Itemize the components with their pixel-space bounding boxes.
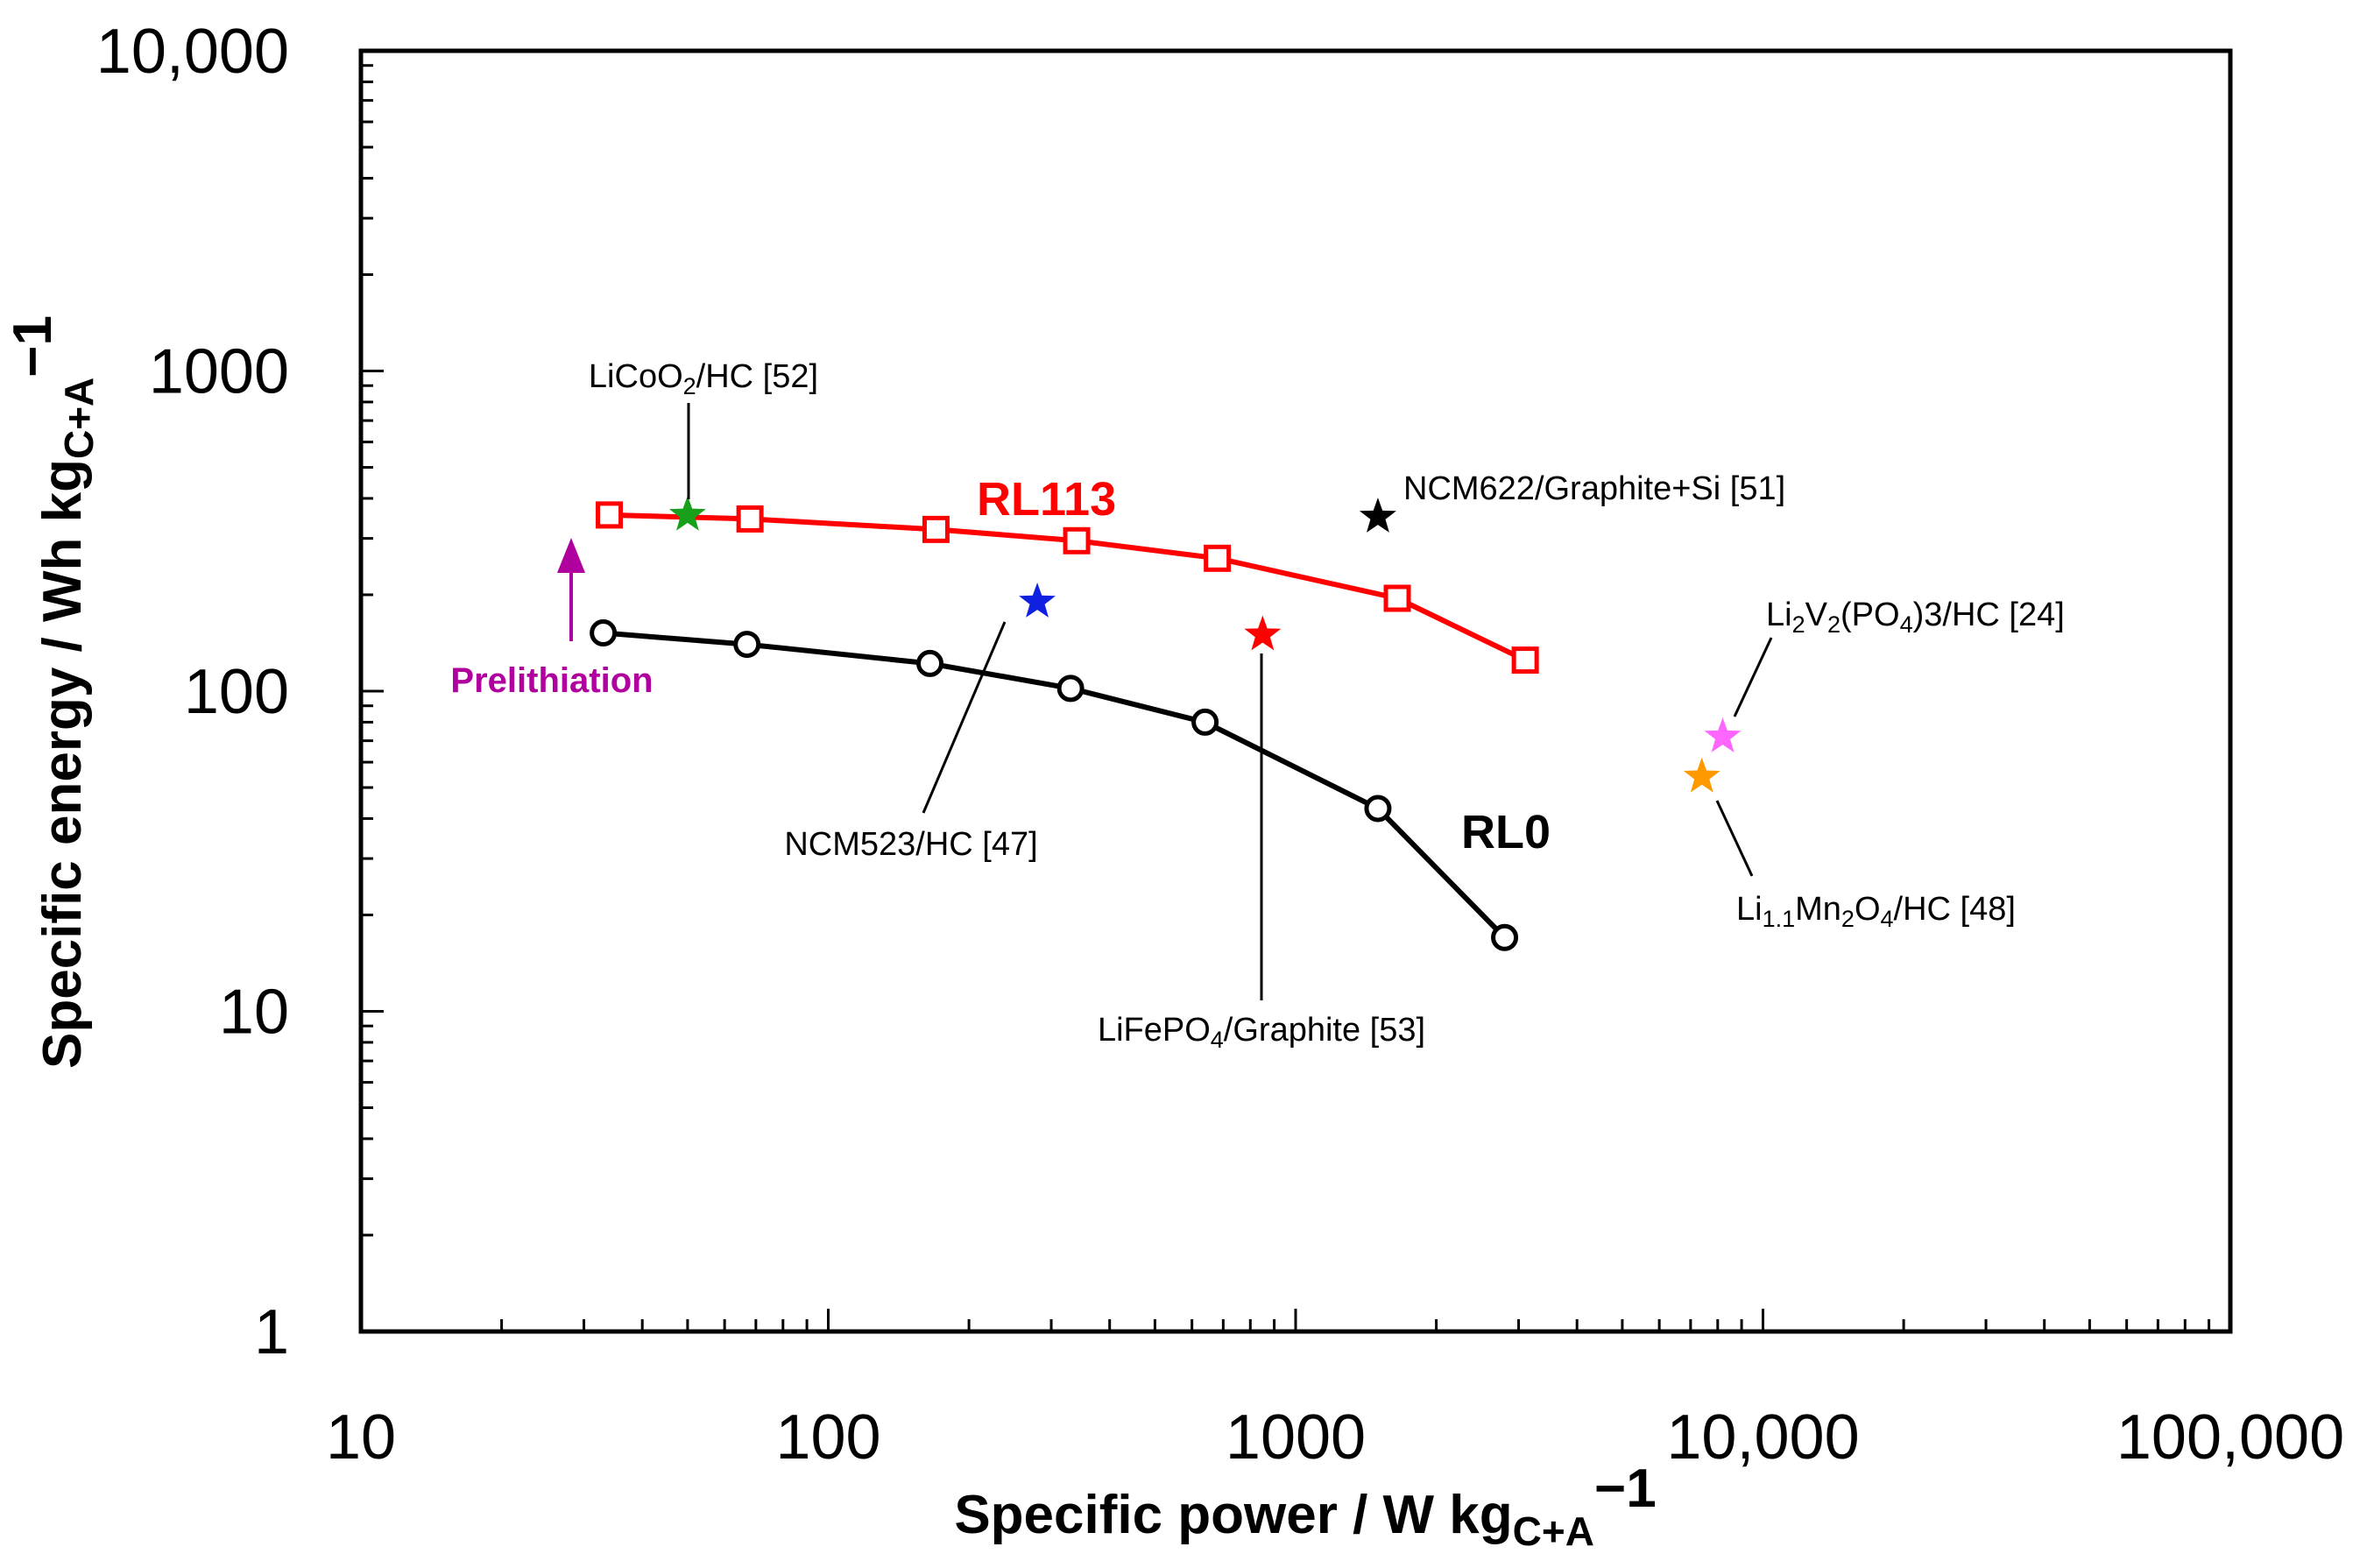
point-rl0 [1364,795,1392,823]
ref-label-licoo2: LiCoO2/HC [52] [589,358,818,399]
axis-ticks [359,64,2211,1333]
x-tick-label: 10,000 [1666,1402,1859,1473]
ref-label-li11mn2o4: Li1.1Mn2O4/HC [48] [1736,891,2016,932]
point-rl113 [1383,584,1411,612]
point-rl113 [1511,646,1539,675]
x-tick-label: 100,000 [2116,1402,2344,1473]
leader-li11mn2o4 [1715,800,1754,877]
ref-label-lifepo4: LiFePO4/Graphite [53] [1098,1012,1425,1053]
reference-star-4 [1704,717,1742,752]
point-rl0 [1056,675,1085,703]
point-rl0 [1191,708,1219,736]
prelithiation-label: Prelithiation [450,661,653,700]
y-axis-title: Specific energy / Wh kgC+A−1 [3,315,102,1069]
leader-ncm523 [922,621,1007,814]
series-layer [590,501,1539,951]
reference-star-5 [1683,757,1720,793]
y-tick-label: 100 [184,657,289,727]
y-tick-label: 10,000 [96,17,289,87]
prelithiation-arrowhead [557,538,585,573]
series-label-rl0: RL0 [1461,806,1551,858]
reference-star-2 [1019,583,1056,618]
point-rl0 [590,619,618,647]
ref-label-li2v2po43: Li2V2(PO4)3/HC [24] [1766,597,2065,638]
point-rl113 [596,501,624,529]
ref-label-ncm622: NCM622/Graphite+Si [51] [1403,470,1785,507]
point-rl113 [922,515,950,543]
point-rl113 [1063,526,1091,554]
x-tick-label: 100 [775,1402,880,1473]
y-tick-label: 10 [219,978,289,1048]
point-rl113 [1204,544,1232,572]
series-line-rl0 [603,630,1507,940]
x-tick-label: 10 [326,1402,396,1473]
reference-star-0 [669,495,706,531]
y-tick-label: 1 [254,1297,289,1367]
reference-stars [669,495,1742,793]
x-tick-label: 1000 [1226,1402,1366,1473]
reference-star-3 [1244,615,1282,651]
point-rl0 [1491,923,1519,951]
x-axis-title: Specific power / W kgC+A−1 [954,1459,1656,1554]
leader-li2v2po43 [1733,637,1773,717]
point-rl0 [733,631,761,659]
y-tick-label: 1000 [149,337,289,407]
reference-star-1 [1360,498,1396,533]
point-rl0 [916,649,944,677]
point-rl113 [736,505,764,533]
tick-labels: 10 100 1000 10,000 100,000 1 10 100 1000 10,000 [96,17,2344,1473]
ref-label-ncm523: NCM523/HC [47] [784,826,1037,863]
series-label-rl113: RL113 [977,473,1116,526]
